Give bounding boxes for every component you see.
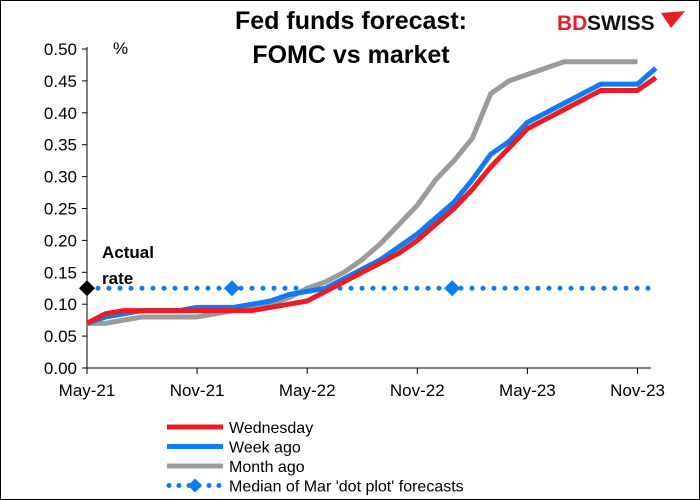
- series-line-month-ago: [87, 59, 638, 326]
- actual-rate-marker: [79, 280, 95, 297]
- legend-label: Median of Mar 'dot plot' forecasts: [229, 479, 464, 496]
- actual-rate-label-1: Actual: [102, 243, 154, 262]
- y-tick-label: 0.05: [44, 327, 77, 346]
- y-tick-label: 0.40: [44, 104, 77, 123]
- y-tick-label: 0.30: [44, 168, 77, 187]
- dot-plot-marker: [223, 280, 240, 297]
- y-tick-label: 0.20: [44, 231, 77, 250]
- dot-plot-marker: [444, 280, 461, 297]
- legend-marker: [188, 478, 202, 493]
- x-tick-label: May-21: [59, 381, 116, 400]
- logo-arrow-icon: [661, 11, 685, 28]
- x-tick-label: Nov-23: [610, 381, 665, 400]
- x-tick-label: May-22: [279, 381, 336, 400]
- y-axis-label: %: [113, 39, 128, 58]
- y-tick-label: 0.50: [44, 40, 77, 59]
- series-line-wednesday: [85, 75, 658, 326]
- legend-item: Wednesday: [167, 420, 313, 437]
- legend-label: Week ago: [229, 440, 301, 457]
- y-tick-label: 0.45: [44, 72, 77, 91]
- legend-item: Month ago: [167, 459, 305, 476]
- chart-title-line1: Fed funds forecast:: [235, 7, 467, 35]
- logo-text-bd: BD: [557, 12, 587, 35]
- legend-item: Week ago: [167, 440, 301, 457]
- legend-label: Month ago: [229, 459, 305, 476]
- chart-title-line2: FOMC vs market: [252, 41, 450, 69]
- y-tick-label: 0.25: [44, 200, 77, 219]
- legend-item: Median of Mar 'dot plot' forecasts: [166, 478, 464, 496]
- x-tick-label: Nov-21: [170, 381, 225, 400]
- logo: BD SWISS: [557, 11, 685, 35]
- actual-rate-label-2: rate: [102, 269, 133, 288]
- x-tick-label: May-23: [499, 381, 556, 400]
- logo-text-swiss: SWISS: [587, 12, 655, 35]
- x-tick-label: Nov-22: [390, 381, 445, 400]
- y-tick-label: 0.10: [44, 295, 77, 314]
- legend-label: Wednesday: [229, 420, 313, 437]
- y-tick-label: 0.00: [44, 359, 77, 378]
- y-tick-label: 0.15: [44, 263, 77, 282]
- y-tick-label: 0.35: [44, 136, 77, 155]
